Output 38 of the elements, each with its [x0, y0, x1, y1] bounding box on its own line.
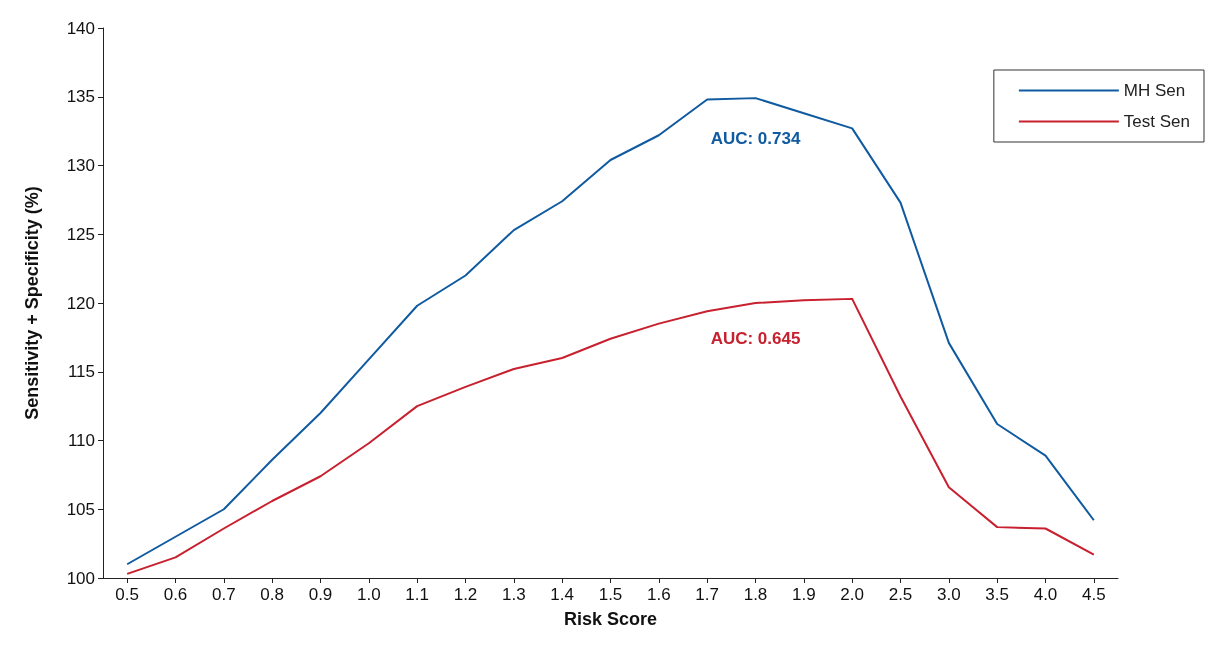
x-axis-title: Risk Score	[563, 609, 658, 629]
x-tick-label: 1.1	[405, 585, 429, 604]
x-tick-label: 1.7	[695, 585, 719, 604]
x-tick-label: 0.5	[115, 585, 139, 604]
x-tick-label: 1.2	[453, 585, 478, 604]
x-tick-label: 1.0	[357, 585, 381, 604]
line-series	[126, 97, 1095, 566]
x-tick-label: 1.6	[647, 585, 671, 604]
x-tick-label: 2.0	[840, 585, 864, 604]
y-tick-label: 110	[67, 431, 95, 450]
annotation: AUC: 0.645	[710, 329, 801, 349]
annotation: AUC: 0.734	[710, 128, 801, 148]
x-tick-label: 3.0	[937, 585, 961, 604]
x-tick-label: 3.5	[985, 585, 1009, 604]
y-tick-label: 130	[66, 156, 95, 175]
text: MH Sen	[1123, 81, 1186, 100]
line-series	[126, 297, 1095, 575]
y-tick-label: 125	[66, 224, 95, 244]
x-tick-label: 0.8	[260, 585, 284, 604]
x-tick-label: 1.5	[598, 585, 623, 604]
x-tick-label: 4.0	[1033, 585, 1058, 604]
y-tick-label: 105	[66, 499, 95, 519]
x-tick-label: 0.6	[163, 585, 188, 604]
text: Test Sen	[1123, 112, 1191, 131]
x-tick-label: 0.9	[308, 585, 333, 604]
x-tick-label: 4.5	[1082, 585, 1106, 604]
x-tick-label: 0.7	[212, 585, 236, 604]
x-tick-label: 1.4	[550, 585, 574, 604]
x-tick-label: 2.5	[888, 585, 913, 604]
x-tick-label: 1.9	[792, 585, 816, 604]
y-tick-label: 140	[66, 18, 95, 38]
y-tick-label: 135	[66, 87, 95, 107]
y-tick-label: 100	[66, 568, 95, 588]
y-tick-label: 120	[66, 293, 95, 313]
y-axis-title: Sensitivity + Specificity (%)	[22, 186, 42, 420]
x-tick-label: 1.8	[743, 585, 768, 604]
x-tick-label: 1.3	[502, 585, 526, 604]
y-tick-label: 115	[67, 362, 95, 382]
